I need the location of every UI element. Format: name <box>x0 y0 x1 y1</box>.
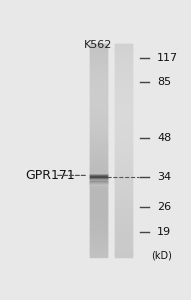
Bar <box>115 44 132 258</box>
Text: 34: 34 <box>157 172 171 182</box>
Text: 48: 48 <box>157 134 172 143</box>
Text: K562: K562 <box>84 40 112 50</box>
Text: 85: 85 <box>157 77 171 87</box>
Text: 19: 19 <box>157 227 171 237</box>
Text: GPR171: GPR171 <box>25 169 75 182</box>
Text: 26: 26 <box>157 202 171 212</box>
Text: 117: 117 <box>157 52 178 63</box>
Bar <box>90 44 107 258</box>
Text: (kD): (kD) <box>151 250 172 260</box>
